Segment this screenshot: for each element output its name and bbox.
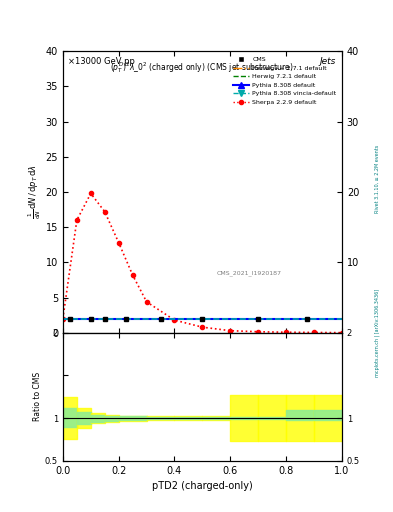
Text: Jets: Jets bbox=[320, 57, 336, 66]
Text: CMS_2021_I1920187: CMS_2021_I1920187 bbox=[217, 271, 281, 276]
Text: Rivet 3.1.10, ≥ 2.2M events: Rivet 3.1.10, ≥ 2.2M events bbox=[375, 145, 380, 214]
Y-axis label: $\frac{1}{\mathrm{d}N}\,\mathrm{d}N\,/\,\mathrm{d}p_T\,\mathrm{d}\lambda$: $\frac{1}{\mathrm{d}N}\,\mathrm{d}N\,/\,… bbox=[26, 164, 43, 220]
Y-axis label: Ratio to CMS: Ratio to CMS bbox=[33, 372, 42, 421]
X-axis label: pTD2 (charged-only): pTD2 (charged-only) bbox=[152, 481, 253, 491]
Text: ×13000 GeV pp: ×13000 GeV pp bbox=[68, 57, 135, 66]
Legend: CMS, Herwig++ 2.7.1 default, Herwig 7.2.1 default, Pythia 8.308 default, Pythia : CMS, Herwig++ 2.7.1 default, Herwig 7.2.… bbox=[231, 54, 339, 107]
Text: $(p_T^D)^2\lambda\_0^2$ (charged only) (CMS jet substructure): $(p_T^D)^2\lambda\_0^2$ (charged only) (… bbox=[110, 60, 294, 75]
Text: mcplots.cern.ch | [arXiv:1306.3436]: mcplots.cern.ch | [arXiv:1306.3436] bbox=[375, 289, 380, 377]
